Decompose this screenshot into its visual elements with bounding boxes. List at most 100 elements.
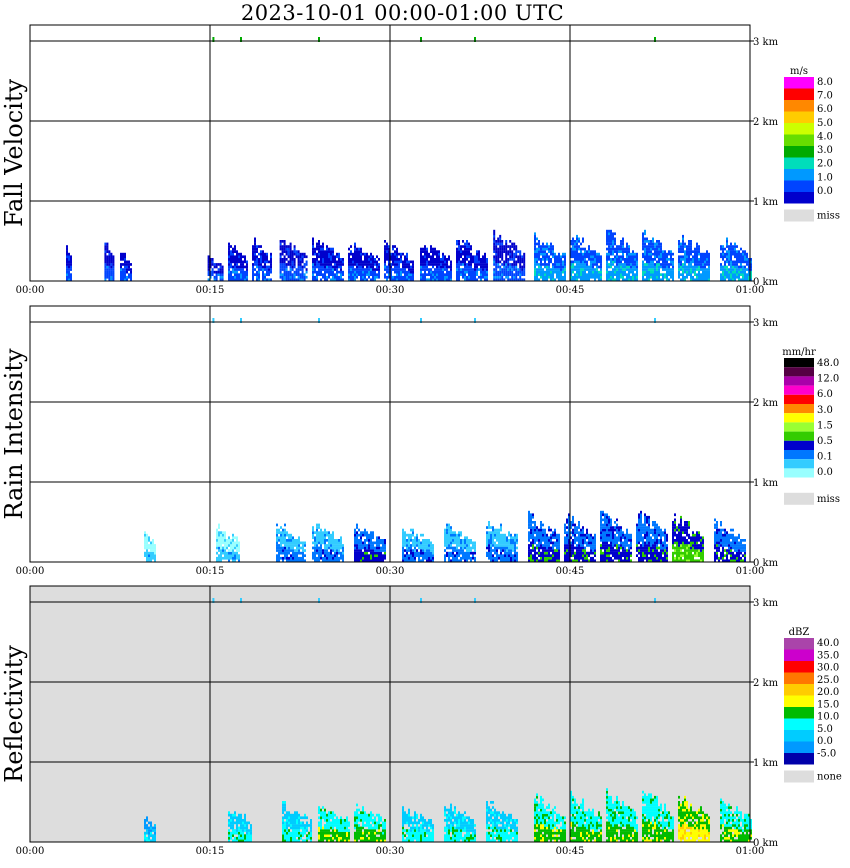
data-cell (618, 268, 620, 271)
data-cell (578, 273, 580, 276)
data-cell (688, 556, 690, 560)
data-cell (299, 265, 302, 269)
data-cell (474, 268, 476, 271)
data-cell (128, 273, 130, 276)
data-cell (732, 247, 734, 251)
data-cell (270, 270, 272, 274)
data-cell (270, 265, 272, 269)
data-cell (352, 268, 354, 271)
data-cell (654, 536, 656, 540)
data-cell (450, 270, 452, 274)
data-cell (294, 549, 296, 552)
data-cell (484, 255, 486, 259)
data-cell (634, 252, 636, 256)
data-cell (328, 252, 330, 256)
data-cell (406, 544, 408, 547)
data-cell (640, 533, 642, 537)
data-cell (228, 541, 230, 545)
data-cell (600, 544, 602, 547)
data-cell (497, 252, 500, 256)
data-cell (428, 539, 430, 542)
data-cell (564, 554, 566, 557)
data-cell (384, 247, 386, 251)
data-cell (364, 544, 366, 547)
data-cell (734, 242, 736, 246)
data-cell (684, 521, 686, 524)
data-cell (572, 523, 574, 527)
data-cell (278, 559, 280, 563)
data-cell (258, 265, 260, 269)
data-cell (678, 260, 680, 264)
data-cell (509, 273, 512, 276)
data-cell (316, 247, 318, 251)
data-cell (620, 260, 622, 264)
data-cell (532, 539, 534, 542)
data-cell (492, 549, 494, 552)
data-cell (412, 539, 414, 542)
data-cell (472, 556, 474, 560)
data-cell (286, 559, 288, 563)
data-cell (362, 531, 364, 534)
data-cell (144, 536, 146, 540)
data-cell (228, 539, 230, 542)
data-cell (388, 268, 390, 271)
data-cell (536, 539, 538, 542)
data-cell (146, 546, 148, 550)
data-cell (416, 549, 418, 552)
data-cell (574, 245, 576, 248)
data-cell (376, 551, 378, 555)
data-cell (530, 559, 532, 563)
data-cell (340, 541, 342, 545)
data-cell (602, 556, 604, 560)
data-cell (286, 541, 288, 545)
data-cell (110, 273, 113, 276)
colorbar-tick-label: 8.0 (817, 77, 833, 88)
data-cell (332, 247, 334, 251)
data-cell (604, 544, 606, 547)
data-cell (586, 255, 588, 259)
data-cell (656, 526, 658, 529)
data-cell (322, 549, 324, 552)
data-cell (366, 260, 368, 264)
data-cell (298, 559, 300, 563)
data-cell (422, 255, 424, 259)
data-cell (662, 559, 664, 563)
data-cell (616, 554, 618, 557)
data-cell (297, 268, 300, 271)
data-cell (338, 265, 340, 269)
data-cell (468, 268, 470, 271)
data-cell (742, 258, 744, 261)
data-cell (552, 551, 554, 555)
data-cell (550, 250, 552, 253)
data-cell (738, 258, 740, 261)
data-cell (348, 263, 350, 266)
data-cell (468, 554, 470, 557)
data-cell (638, 546, 640, 550)
data-cell (400, 270, 402, 274)
data-cell (295, 250, 298, 253)
data-cell (532, 544, 534, 547)
data-cell (516, 551, 518, 555)
data-cell (664, 275, 666, 279)
data-cell (628, 273, 630, 276)
data-cell (356, 275, 358, 279)
data-cell (700, 275, 702, 279)
data-cell (328, 556, 330, 560)
data-cell (280, 549, 282, 552)
data-cell (574, 554, 576, 557)
data-cell (584, 546, 586, 550)
data-cell (236, 278, 238, 282)
data-cell (352, 273, 354, 276)
data-cell (106, 265, 109, 269)
data-cell (336, 546, 338, 550)
data-cell (456, 273, 458, 276)
data-cell (358, 255, 360, 259)
data-cell (444, 541, 446, 545)
data-cell (552, 536, 554, 540)
data-cell (670, 268, 672, 271)
data-cell (362, 268, 364, 271)
data-cell (750, 258, 752, 261)
data-cell (680, 528, 682, 532)
data-cell (320, 250, 322, 253)
data-cell (366, 544, 368, 547)
